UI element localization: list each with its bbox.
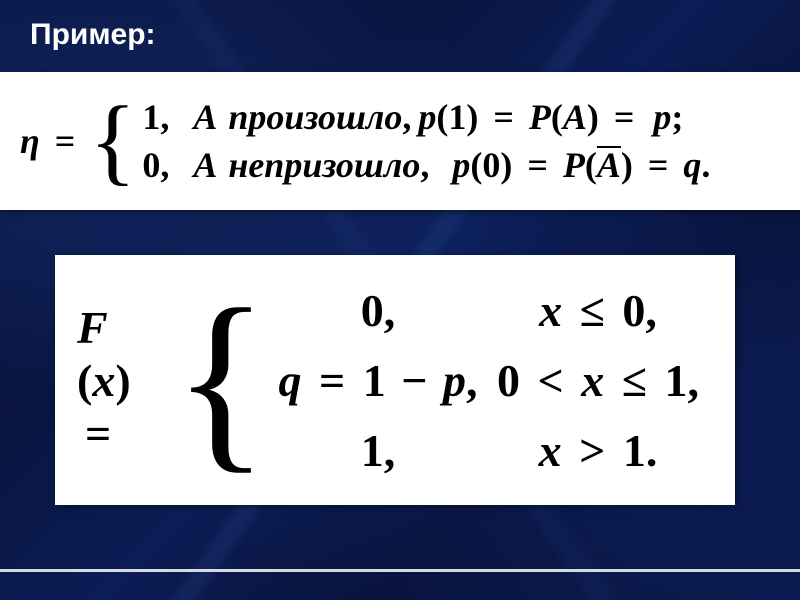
case2-word: непризошло [228, 145, 420, 185]
case1-prob: p(1) = P(A) = p; [418, 96, 683, 138]
cdf-case1-cond: x ≤ 0, [483, 284, 713, 337]
eta-lhs: η = [20, 120, 81, 162]
case2-comma: , [420, 145, 429, 185]
slide-title: Пример: [30, 18, 156, 52]
cdf-lhs: F (x) = [77, 301, 163, 460]
case2-event: A [182, 144, 228, 186]
cdf-cases: 0, x ≤ 0, q = 1 − p, 0 < x [273, 275, 713, 485]
case1-word: произошло [228, 97, 402, 137]
cdf-case-1: 0, x ≤ 0, [273, 284, 713, 337]
slide-footer-line [0, 569, 800, 572]
eta-case-2: 0, A непризошло, p(0) = P(A) = q. [142, 144, 710, 186]
cdf-case2-cond: 0 < x ≤ 1, [483, 354, 713, 407]
cdf-case1-value: 0, [273, 284, 483, 337]
eta-var: η [20, 121, 40, 161]
cdf-case3-value: 1, [273, 424, 483, 477]
case2-value: 0, [142, 144, 182, 186]
eta-case-1: 1, A произошло, p(1) = P(A) = p; [142, 96, 710, 138]
eta-cases: 1, A произошло, p(1) = P(A) = p; 0, A не… [142, 93, 710, 189]
case1-value: 1, [142, 96, 182, 138]
case1-event: A [182, 96, 228, 138]
complement-overbar: A [597, 144, 621, 186]
cdf-case3-cond: x > 1. [483, 424, 713, 477]
cdf-case-2: q = 1 − p, 0 < x ≤ 1, [273, 354, 713, 407]
equation-panel-eta: η = { 1, A произошло, p(1) = P(A) = p; [0, 72, 800, 210]
cdf-case-3: 1, x > 1. [273, 424, 713, 477]
cdf-case2-value: q = 1 − p, [273, 354, 483, 407]
equation-panel-cdf: F (x) = { 0, x ≤ 0, q = 1 − p, [55, 255, 735, 505]
title-text: Пример: [30, 18, 156, 51]
case2-prob: p(0) = P(A) = q. [452, 144, 710, 186]
brace-icon: { [173, 305, 269, 455]
case1-comma: , [402, 97, 411, 137]
eta-eq: = [55, 121, 76, 161]
brace-icon: { [89, 102, 136, 180]
